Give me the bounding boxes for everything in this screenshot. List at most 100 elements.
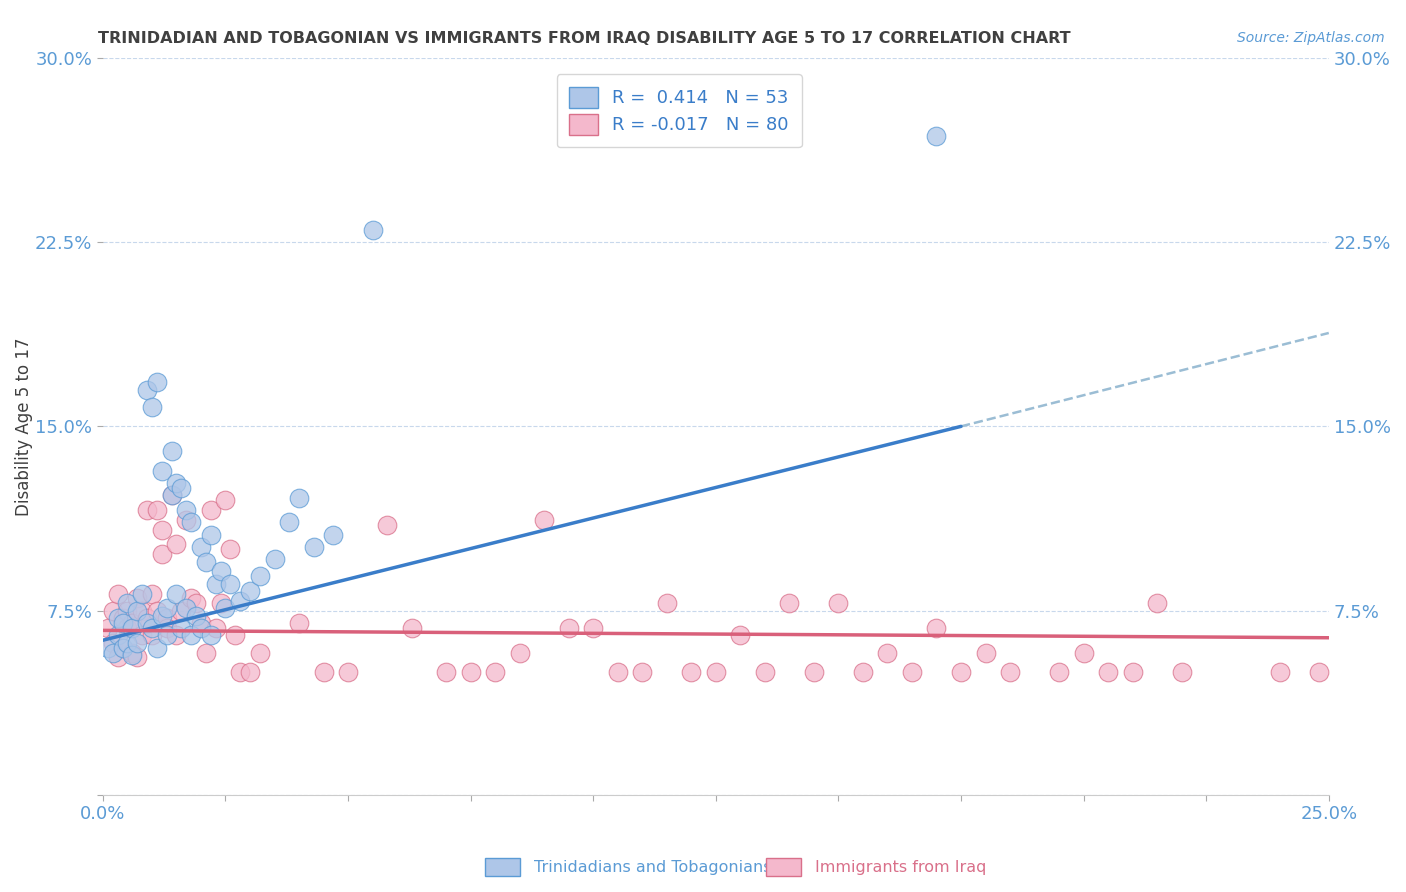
Point (219, 542, 242, 557)
Point (312, 665, 335, 680)
Point (229, 665, 252, 680)
Point (107, 586, 129, 600)
Point (180, 591, 202, 606)
Point (974, 646, 997, 660)
Point (1308, 665, 1330, 680)
Point (194, 555, 217, 569)
Point (117, 604, 139, 618)
Point (174, 503, 197, 517)
Point (166, 475, 188, 490)
Point (778, 596, 800, 610)
Point (127, 591, 149, 606)
Point (533, 513, 555, 527)
Point (1146, 596, 1168, 610)
Point (209, 565, 232, 579)
Point (136, 383, 159, 397)
Point (136, 615, 159, 630)
Point (156, 621, 179, 635)
Point (239, 584, 262, 599)
Point (174, 513, 197, 527)
Text: Trinidadians and Tobagonians: Trinidadians and Tobagonians (534, 860, 772, 874)
Point (166, 537, 188, 551)
Point (827, 596, 849, 610)
Point (558, 621, 581, 635)
Point (150, 608, 173, 623)
Point (204, 621, 226, 635)
Point (925, 129, 948, 144)
Point (606, 665, 628, 680)
Point (170, 621, 193, 635)
Text: Immigrants from Iraq: Immigrants from Iraq (815, 860, 987, 874)
Point (111, 640, 134, 655)
Point (375, 517, 398, 532)
Point (111, 640, 134, 655)
Point (156, 611, 179, 625)
Point (121, 646, 143, 660)
Point (803, 665, 825, 680)
Point (107, 611, 129, 625)
Point (704, 665, 727, 680)
Point (302, 540, 325, 554)
Point (190, 540, 212, 554)
Point (127, 635, 149, 649)
Point (754, 665, 776, 680)
Point (214, 601, 236, 615)
Point (121, 621, 143, 635)
Point (170, 481, 193, 495)
Point (117, 596, 139, 610)
Point (141, 400, 163, 414)
Point (730, 628, 752, 642)
Point (200, 527, 222, 541)
Point (127, 604, 149, 618)
Text: Source: ZipAtlas.com: Source: ZipAtlas.com (1237, 31, 1385, 45)
Point (190, 615, 212, 630)
Point (150, 464, 173, 478)
Point (180, 515, 202, 529)
Point (263, 552, 285, 566)
Point (111, 611, 134, 625)
Point (950, 665, 973, 680)
Point (166, 586, 188, 600)
Point (156, 601, 179, 615)
Point (131, 586, 153, 600)
Point (249, 569, 271, 583)
Point (434, 665, 457, 680)
Point (219, 576, 242, 591)
Point (180, 628, 202, 642)
Point (852, 665, 875, 680)
Point (166, 628, 188, 642)
Point (1047, 665, 1070, 680)
Point (239, 665, 262, 680)
Text: TRINIDADIAN AND TOBAGONIAN VS IMMIGRANTS FROM IRAQ DISABILITY AGE 5 TO 17 CORREL: TRINIDADIAN AND TOBAGONIAN VS IMMIGRANTS… (98, 31, 1071, 46)
Point (101, 646, 124, 660)
Point (146, 604, 169, 618)
Point (150, 547, 173, 561)
Point (401, 621, 423, 635)
Point (509, 646, 531, 660)
Point (127, 650, 149, 665)
Point (925, 621, 948, 635)
Point (224, 628, 246, 642)
Point (288, 491, 311, 505)
Point (146, 375, 169, 389)
Point (655, 596, 678, 610)
Point (97, 621, 120, 635)
Point (361, 223, 384, 237)
Point (876, 646, 898, 660)
Point (97, 640, 120, 655)
Point (117, 621, 139, 635)
Point (184, 596, 207, 610)
Point (150, 523, 173, 537)
Point (170, 604, 193, 618)
Point (204, 576, 226, 591)
Point (141, 586, 163, 600)
Point (131, 604, 153, 618)
Point (194, 646, 217, 660)
Point (107, 628, 129, 642)
Point (107, 650, 129, 665)
Point (184, 608, 207, 623)
Point (200, 503, 222, 517)
Point (101, 604, 124, 618)
Point (136, 503, 159, 517)
Point (998, 665, 1021, 680)
